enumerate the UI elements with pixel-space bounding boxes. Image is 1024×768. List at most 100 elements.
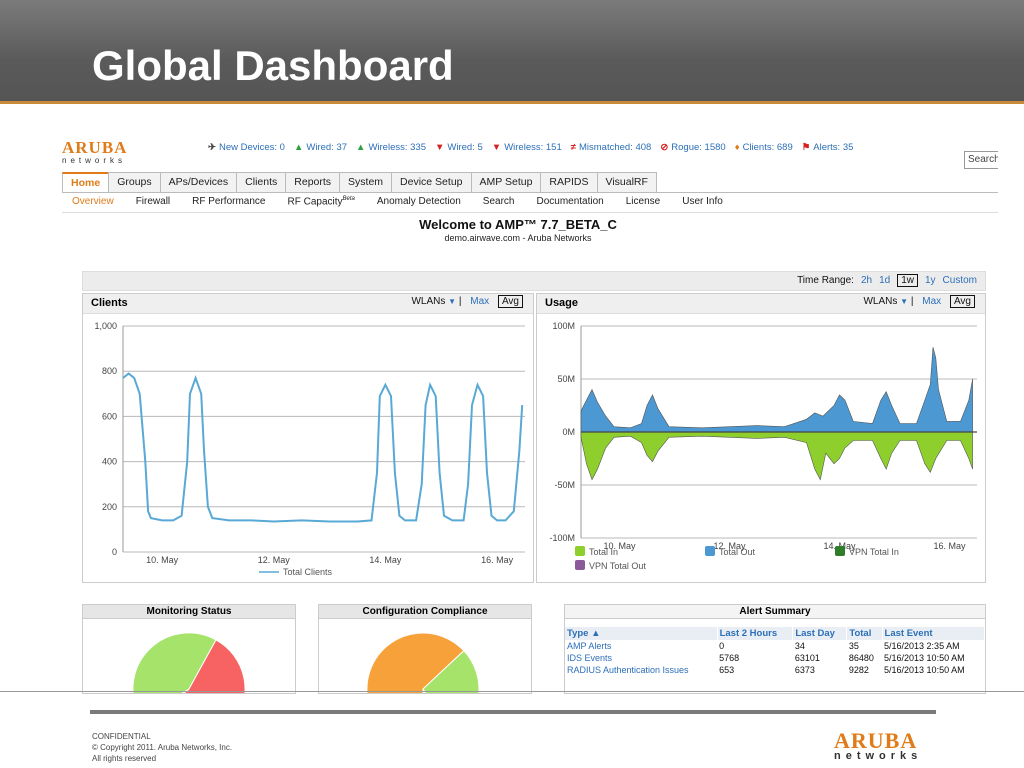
tab-rapids[interactable]: RAPIDS	[540, 172, 598, 192]
status-item[interactable]: ♦ Clients: 689	[735, 142, 793, 153]
table-row[interactable]: RADIUS Authentication Issues 653 6373 9282 5…	[565, 664, 985, 676]
table-cell: 86480	[848, 653, 874, 663]
alert-type-link[interactable]: AMP Alerts	[567, 641, 612, 651]
y-tick-label: 600	[102, 411, 117, 421]
subnav-anomaly-detection[interactable]: Anomaly Detection	[376, 196, 461, 207]
column-header[interactable]: Total	[846, 627, 883, 640]
subnav-rf-performance[interactable]: RF Performance	[192, 196, 266, 207]
subnav-rf-capacity[interactable]: RF CapacityBeta	[287, 196, 355, 208]
y-tick-label: 400	[102, 457, 117, 467]
divider	[62, 212, 998, 213]
status-item[interactable]: ▲ Wired: 37	[294, 142, 347, 153]
avg-toggle[interactable]: Avg	[497, 295, 523, 308]
y-tick-label: 200	[102, 502, 117, 512]
time-range-bar: Time Range: 2h 1d 1w 1y Custom	[82, 271, 986, 291]
legend-swatch	[705, 546, 715, 556]
column-header[interactable]: Type ▲	[565, 627, 718, 640]
y-tick-label: 0M	[562, 427, 575, 437]
status-item[interactable]: ▼ Wireless: 151	[492, 142, 562, 153]
status-item[interactable]: ⊘ Rogue: 1580	[660, 142, 725, 153]
chevron-down-icon[interactable]: ▼	[448, 297, 457, 306]
tab-system[interactable]: System	[339, 172, 393, 192]
subnav-search[interactable]: Search	[482, 196, 515, 207]
subnav-overview[interactable]: Overview	[72, 196, 114, 207]
time-range-custom[interactable]: Custom	[942, 275, 977, 286]
table-row[interactable]: IDS Events 5768 63101 86480 5/16/2013 10:50 …	[565, 652, 985, 664]
table-row[interactable]: AMP Alerts 0 34 35 5/16/2013 2:35 AM	[565, 640, 985, 652]
amp-screenshot: ARUBA networks ✈ New Devices: 0 ▲ Wired: 37…	[58, 128, 998, 694]
wlans-dropdown[interactable]: WLANs	[863, 296, 898, 307]
tab-aps-devices[interactable]: APs/Devices	[159, 172, 238, 192]
clients-panel-header: Clients WLANs ▼ | Max Avg	[83, 294, 533, 314]
arrow-down-icon: ▼	[435, 142, 445, 153]
series-area-total-in	[580, 431, 973, 481]
subnav-firewall[interactable]: Firewall	[135, 196, 171, 207]
monitoring-status-box: Monitoring Status	[82, 604, 296, 694]
status-label: Wired: 5	[447, 142, 483, 153]
status-label: Wired: 37	[306, 142, 348, 153]
legend-swatch	[575, 546, 585, 556]
y-tick-label: 100M	[552, 321, 575, 331]
y-tick-label: -100M	[549, 533, 575, 543]
max-toggle[interactable]: Max	[922, 296, 942, 307]
client-icon: ♦	[734, 142, 740, 153]
subnav-documentation[interactable]: Documentation	[536, 196, 604, 207]
status-item[interactable]: ⚑ Alerts: 35	[802, 142, 854, 153]
alert-type-link[interactable]: RADIUS Authentication Issues	[567, 665, 689, 675]
subnav-license[interactable]: License	[625, 196, 661, 207]
table-cell: 63101	[794, 653, 820, 663]
table-cell: 6373	[794, 665, 815, 675]
arrow-down-icon: ▼	[491, 142, 502, 153]
usage-panel-controls: WLANs ▼ | Max Avg	[863, 295, 975, 308]
alert-summary-title: Alert Summary	[565, 605, 985, 619]
chevron-down-icon[interactable]: ▼	[900, 297, 909, 306]
welcome-heading: Welcome to AMP™ 7.7_BETA_C	[419, 217, 617, 232]
subnav-user-info[interactable]: User Info	[682, 196, 723, 207]
alert-type-link[interactable]: IDS Events	[567, 653, 613, 663]
series-line-total-clients	[122, 372, 524, 523]
aruba-logo: ARUBA networks	[62, 138, 127, 165]
time-range-1w[interactable]: 1w	[897, 274, 918, 287]
footer-logo-text: ARUBA	[834, 728, 918, 753]
table-cell: 9282	[848, 665, 869, 675]
x-tick-label: 16. May	[933, 541, 966, 551]
tab-clients[interactable]: Clients	[236, 172, 287, 192]
status-item[interactable]: ▼ Wired: 5	[435, 142, 483, 153]
column-header[interactable]: Last Event	[882, 627, 985, 640]
time-range-2h[interactable]: 2h	[860, 275, 873, 286]
tab-groups[interactable]: Groups	[108, 172, 161, 192]
tab-home[interactable]: Home	[62, 172, 110, 192]
search-input[interactable]: Search	[964, 151, 998, 169]
alert-summary-box: Alert Summary Type ▲ Last 2 Hours Last Day…	[564, 604, 986, 694]
time-range-1y[interactable]: 1y	[924, 275, 936, 286]
column-header[interactable]: Last Day	[792, 627, 848, 640]
footer-logo-subtext: networks	[834, 750, 923, 762]
status-item[interactable]: ✈ New Devices: 0	[208, 142, 285, 153]
clients-panel-controls: WLANs ▼ | Max Avg	[411, 295, 523, 308]
flag-icon: ⚑	[801, 142, 811, 153]
tab-visualrf[interactable]: VisualRF	[596, 172, 657, 192]
monitoring-status-title: Monitoring Status	[83, 605, 295, 619]
max-toggle[interactable]: Max	[470, 296, 490, 307]
legend-label: Total In	[589, 547, 618, 557]
footer-bar	[90, 710, 936, 714]
usage-panel-title: Usage	[545, 297, 579, 309]
main-tabs: Home Groups APs/Devices Clients Reports Syste…	[62, 172, 657, 192]
table-cell: 5/16/2013 10:50 AM	[884, 665, 965, 675]
time-range-1d[interactable]: 1d	[879, 275, 891, 286]
tab-amp-setup[interactable]: AMP Setup	[470, 172, 542, 192]
pie-slice	[422, 688, 425, 693]
x-tick-label: 10. May	[146, 555, 179, 565]
divider	[0, 691, 1024, 692]
legend-swatch	[575, 560, 585, 570]
clients-panel: Clients WLANs ▼ | Max Avg 1,000 800 600 400…	[82, 293, 534, 583]
status-item[interactable]: ≠ Mismatched: 408	[571, 142, 652, 153]
x-tick-label: 10. May	[603, 541, 636, 551]
avg-toggle[interactable]: Avg	[949, 295, 975, 308]
tab-device-setup[interactable]: Device Setup	[391, 172, 472, 192]
status-item[interactable]: ▲ Wireless: 335	[356, 142, 426, 153]
divider	[62, 192, 998, 193]
column-header[interactable]: Last 2 Hours	[717, 627, 794, 640]
wlans-dropdown[interactable]: WLANs	[411, 296, 446, 307]
tab-reports[interactable]: Reports	[285, 172, 341, 192]
